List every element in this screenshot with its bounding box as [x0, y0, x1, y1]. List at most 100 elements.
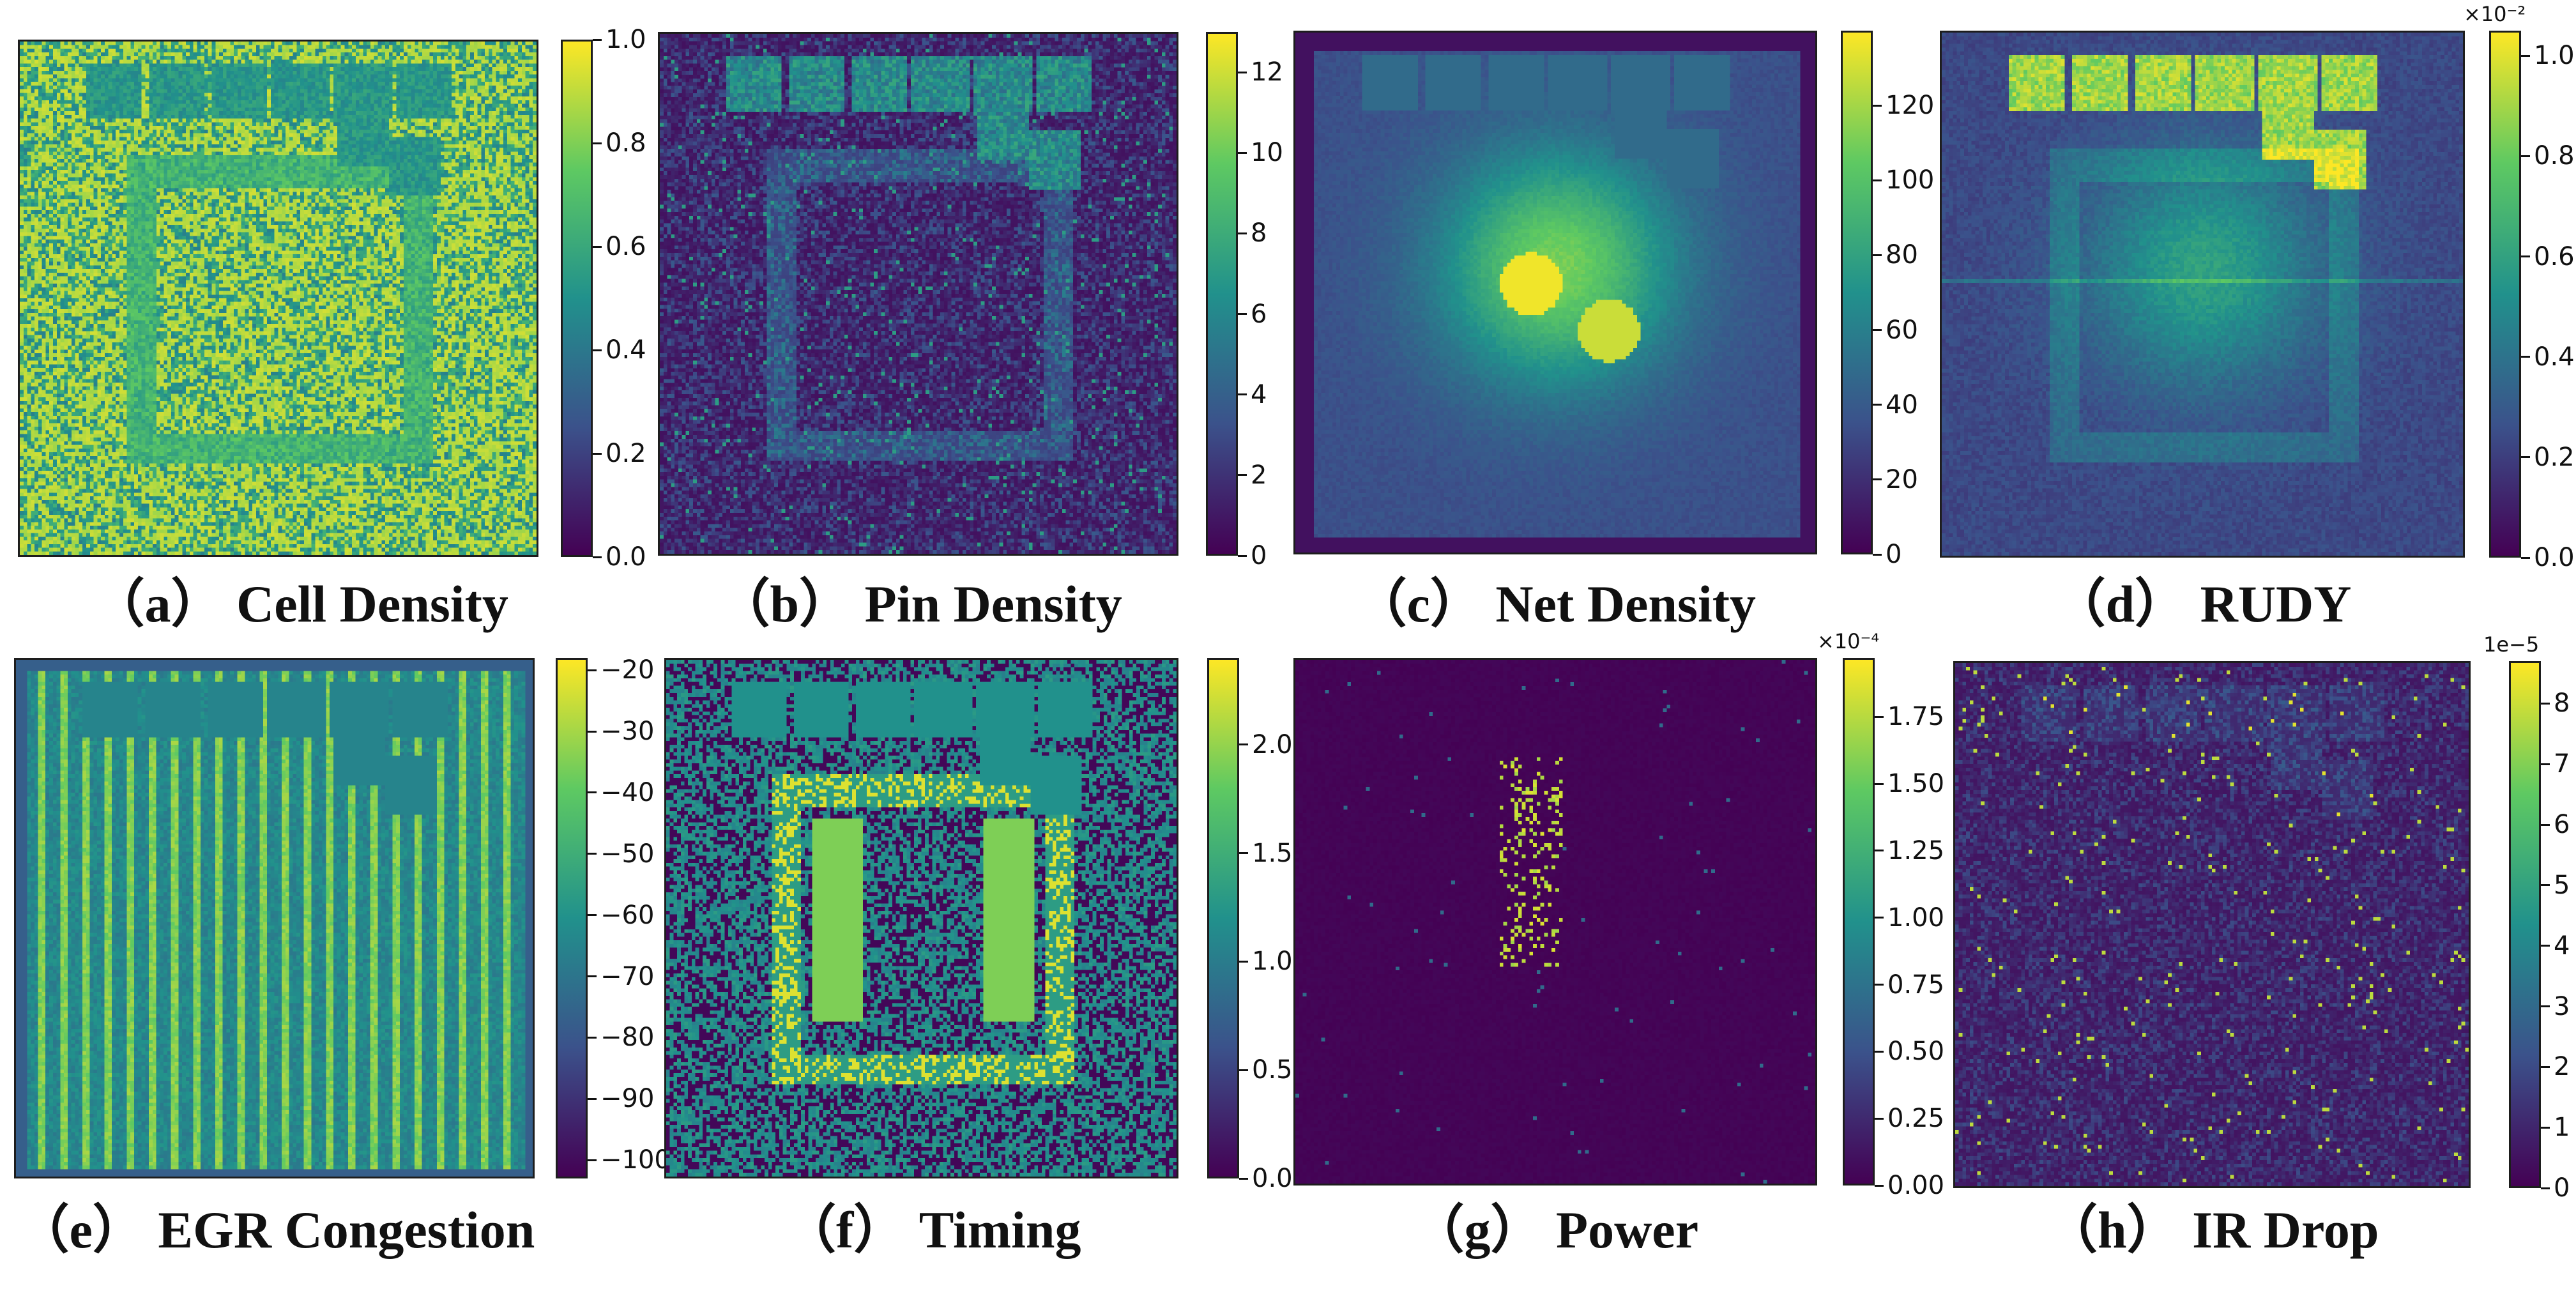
- colorbar-tick-mark: [1238, 393, 1247, 396]
- colorbar-tick-mark: [588, 914, 597, 917]
- colorbar-tick-mark: [1873, 179, 1882, 181]
- colorbar-tick-label: −100: [600, 1145, 671, 1175]
- colorbar-tick-label: 0: [1251, 541, 1267, 570]
- panel-caption: （g） Power: [1412, 1201, 1699, 1259]
- colorbar-tick-label: 3: [2554, 991, 2570, 1021]
- colorbar-tick-mark: [2541, 945, 2550, 947]
- colorbar-tick-label: −70: [600, 961, 655, 991]
- panel-caption: （e） EGR Congestion: [17, 1201, 535, 1259]
- heatmap-2: [658, 32, 1178, 556]
- colorbar-tick-mark: [1875, 782, 1884, 785]
- colorbar-tick-label: 1.0: [2534, 41, 2575, 71]
- colorbar-tick-mark: [2541, 1005, 2550, 1008]
- colorbar-tick-mark: [1873, 478, 1882, 481]
- colorbar-tick-mark: [1238, 474, 1247, 476]
- colorbar-tick-label: 0.4: [606, 335, 646, 365]
- colorbar-tick-label: −20: [600, 655, 655, 685]
- colorbar-tick-label: 120: [1886, 91, 1935, 121]
- heatmap-7: [1293, 658, 1817, 1185]
- panel-caption: （a） Cell Density: [92, 575, 508, 633]
- colorbar-tick-label: 1.5: [1252, 838, 1293, 868]
- colorbar-tick-label: 1.0: [606, 25, 646, 54]
- panel-caption: （b） Pin Density: [717, 575, 1122, 633]
- colorbar-multiplier: ×10⁻²: [2464, 2, 2526, 26]
- colorbar-tick-mark: [1873, 104, 1882, 107]
- colorbar-tick-label: 0.0: [606, 542, 646, 572]
- colorbar-tick-mark: [1875, 1117, 1884, 1120]
- heatmap-6: [664, 658, 1178, 1178]
- colorbar-tick-label: 1.75: [1887, 702, 1945, 732]
- colorbar-tick-label: 1.25: [1887, 835, 1945, 865]
- colorbar-tick-label: −90: [600, 1084, 655, 1114]
- colorbar-tick-mark: [1875, 850, 1884, 852]
- colorbar-2: [1206, 32, 1238, 556]
- colorbar-tick-label: 0.0: [1252, 1164, 1293, 1193]
- colorbar-tick-label: 0.6: [606, 232, 646, 261]
- colorbar-tick-mark: [593, 349, 602, 351]
- colorbar-multiplier: ×10⁻⁴: [1817, 629, 1880, 653]
- colorbar-tick-label: 60: [1886, 315, 1918, 345]
- colorbar-tick-mark: [1875, 917, 1884, 919]
- colorbar-tick-label: 1: [2554, 1113, 2570, 1143]
- colorbar-tick-label: 0.00: [1887, 1171, 1945, 1200]
- colorbar-8: [2509, 661, 2541, 1188]
- colorbar-tick-mark: [1239, 743, 1248, 746]
- colorbar-tick-label: 2.0: [1252, 729, 1293, 759]
- heatmap-3: [1293, 31, 1817, 554]
- colorbar-tick-mark: [2521, 54, 2530, 57]
- panel-caption: （f） Timing: [784, 1201, 1081, 1259]
- colorbar-tick-label: 0.0: [2534, 543, 2575, 572]
- colorbar-tick-label: 0.8: [2534, 141, 2575, 171]
- colorbar-tick-label: 6: [1251, 299, 1267, 329]
- colorbar-tick-mark: [588, 853, 597, 855]
- colorbar-tick-label: 0.25: [1887, 1104, 1945, 1134]
- colorbar-tick-mark: [588, 669, 597, 671]
- colorbar-tick-mark: [2521, 556, 2530, 559]
- colorbar-tick-mark: [1875, 715, 1884, 718]
- colorbar-tick-label: 0: [2554, 1173, 2570, 1203]
- colorbar-3: [1841, 31, 1873, 554]
- colorbar-tick-mark: [1238, 71, 1247, 73]
- colorbar-tick-mark: [1239, 852, 1248, 855]
- colorbar-tick-mark: [593, 142, 602, 144]
- heatmap-8: [1953, 661, 2471, 1188]
- colorbar-tick-label: 8: [1251, 218, 1267, 248]
- colorbar-tick-mark: [1873, 553, 1882, 556]
- colorbar-tick-label: 10: [1251, 138, 1283, 168]
- colorbar-tick-mark: [1873, 404, 1882, 406]
- colorbar-multiplier: 1e−5: [2483, 632, 2540, 657]
- colorbar-tick-label: 1.00: [1887, 903, 1945, 933]
- colorbar-tick-label: 0.2: [606, 439, 646, 468]
- colorbar-1: [561, 40, 593, 557]
- colorbar-tick-label: 0.6: [2534, 241, 2575, 271]
- colorbar-tick-mark: [588, 975, 597, 978]
- colorbar-tick-mark: [2541, 823, 2550, 826]
- colorbar-tick-label: 0.5: [1252, 1055, 1293, 1085]
- colorbar-tick-label: 100: [1886, 165, 1935, 195]
- colorbar-tick-label: −60: [600, 900, 655, 930]
- colorbar-tick-label: −80: [600, 1023, 655, 1053]
- colorbar-tick-mark: [593, 452, 602, 455]
- colorbar-tick-mark: [1875, 1050, 1884, 1053]
- colorbar-tick-mark: [2541, 1126, 2550, 1129]
- colorbar-tick-mark: [588, 1097, 597, 1100]
- colorbar-tick-label: 0.4: [2534, 342, 2575, 372]
- colorbar-tick-mark: [2541, 763, 2550, 765]
- colorbar-tick-mark: [2541, 884, 2550, 887]
- heatmap-4: [1940, 31, 2465, 558]
- colorbar-tick-label: 5: [2554, 870, 2570, 900]
- colorbar-7: [1843, 658, 1875, 1185]
- colorbar-tick-label: 6: [2554, 810, 2570, 840]
- colorbar-tick-label: 2: [2554, 1052, 2570, 1082]
- colorbar-tick-label: 1.50: [1887, 769, 1945, 799]
- colorbar-tick-label: −50: [600, 839, 655, 869]
- colorbar-tick-mark: [2521, 155, 2530, 157]
- colorbar-tick-mark: [1873, 329, 1882, 332]
- colorbar-tick-mark: [1873, 254, 1882, 256]
- colorbar-tick-mark: [1239, 960, 1248, 963]
- colorbar-tick-mark: [1875, 984, 1884, 986]
- heatmap-1: [18, 40, 538, 557]
- colorbar-tick-mark: [1238, 313, 1247, 316]
- colorbar-tick-label: 40: [1886, 390, 1918, 420]
- panel-caption: （d） RUDY: [2053, 575, 2352, 633]
